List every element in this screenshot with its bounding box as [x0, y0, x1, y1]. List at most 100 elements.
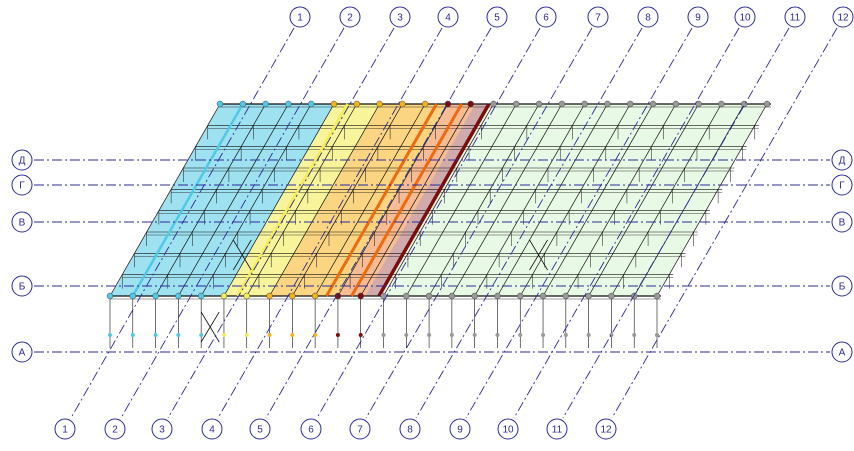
highlight-frame-0	[325, 103, 438, 297]
axis-bubble-left-5-circle	[11, 341, 33, 363]
axis-bubble-top-7-circle	[587, 6, 609, 28]
axis-bubble-bottom-8-label: 8	[407, 425, 413, 436]
axis-bubble-bottom-3-label: 3	[159, 425, 165, 436]
node-marker	[585, 292, 592, 300]
axis-bubble-top-1-label: 1	[297, 13, 303, 24]
axis-bubble-right-2: Г	[831, 174, 853, 196]
axis-bubble-bottom-1-circle	[54, 418, 76, 440]
base-marker	[335, 333, 340, 337]
axis-diagonal-2	[120, 27, 345, 419]
axis-bubble-right-5-label: А	[839, 348, 846, 359]
axis-bubble-left-1: Д	[11, 149, 33, 171]
axis-bubble-top-7-label: 7	[595, 13, 601, 24]
axis-bubble-bottom-3: 3	[151, 418, 173, 440]
axis-bubble-bottom-11-label: 11	[552, 425, 563, 436]
node-marker	[649, 100, 657, 108]
base-marker	[153, 333, 158, 337]
axis-bubble-left-3-label: В	[19, 218, 26, 229]
base-marker	[632, 333, 637, 337]
base-marker	[404, 333, 409, 337]
base-marker	[199, 333, 204, 337]
axis-bubble-top-9: 9	[687, 6, 709, 28]
axis-bubble-top-10-circle	[734, 6, 756, 28]
axis-bubble-right-1: Д	[831, 149, 853, 171]
frame-17	[497, 103, 608, 297]
axis-bubble-bottom-2-circle	[104, 418, 126, 440]
axis-diagonal-10	[513, 27, 740, 419]
axis-diagonal-12	[611, 27, 838, 419]
axis-bubble-top-10-label: 10	[739, 13, 751, 24]
axis-bubble-bottom-5-label: 5	[257, 425, 263, 436]
axis-bubble-top-4-circle	[437, 6, 459, 28]
base-marker	[427, 333, 432, 337]
cross-brace-2	[200, 311, 220, 343]
axis-bubble-bottom-7-circle	[349, 418, 371, 440]
frame-12	[383, 103, 494, 297]
axis-bubble-right-2-circle	[831, 174, 853, 196]
axis-bubble-top-4-label: 4	[445, 13, 451, 24]
node-marker	[513, 100, 520, 108]
cross-brace-0	[232, 239, 252, 271]
base-marker	[449, 333, 454, 337]
axis-bubble-top-1: 1	[289, 6, 311, 28]
base-marker	[541, 333, 546, 337]
axis-diagonal-5	[265, 27, 492, 419]
frame-10	[337, 103, 449, 297]
base-marker	[290, 333, 295, 337]
axis-bubble-top-2: 2	[339, 6, 361, 28]
base-marker	[267, 333, 272, 337]
base-marker	[495, 333, 500, 337]
axis-bubble-bottom-2-label: 2	[112, 425, 118, 436]
axis-bubble-bottom-4-circle	[201, 418, 223, 440]
zone-6	[378, 104, 767, 296]
node-marker	[175, 292, 182, 300]
node-marker	[425, 292, 433, 300]
axis-diagonal-3	[167, 27, 395, 419]
node-marker	[695, 100, 702, 108]
node-marker	[376, 100, 383, 108]
node-marker	[239, 100, 247, 108]
axis-bubble-left-5: А	[11, 341, 33, 363]
axis-bubble-top-8-circle	[637, 6, 659, 28]
node-marker	[471, 292, 478, 300]
base-marker	[655, 333, 659, 337]
axis-bubble-bottom-6-circle	[300, 418, 322, 440]
axis-diagonal-1	[70, 27, 295, 419]
axis-diagonal-11	[562, 27, 790, 419]
base-marker	[518, 333, 523, 337]
axis-bubble-right-3-label: В	[839, 218, 846, 229]
base-marker	[472, 333, 477, 337]
node-marker	[604, 100, 611, 108]
axis-bubble-bottom-2: 2	[104, 418, 126, 440]
axis-bubble-bottom-12-circle	[595, 418, 617, 440]
axis-bubble-top-8: 8	[637, 6, 659, 28]
frame-14	[428, 103, 540, 297]
axis-bubble-bottom-5: 5	[249, 418, 271, 440]
base-marker	[176, 333, 181, 337]
axis-bubble-left-2-circle	[11, 174, 33, 196]
axis-bubble-left-1-circle	[11, 149, 33, 171]
node-marker	[106, 292, 114, 300]
axis-bubble-bottom-10-label: 10	[502, 425, 514, 436]
axis-bubble-bottom-6: 6	[300, 418, 322, 440]
grid-axes	[34, 27, 838, 419]
node-marker	[307, 100, 315, 108]
node-marker	[311, 292, 319, 300]
axis-bubble-top-3-circle	[389, 6, 411, 28]
axis-bubble-top-11-circle	[784, 6, 806, 28]
axis-bubble-right-4-circle	[831, 275, 853, 297]
node-marker	[494, 292, 501, 300]
axis-bubble-left-1-label: Д	[19, 156, 26, 167]
axis-bubble-right-1-label: Д	[839, 156, 846, 167]
node-marker	[152, 292, 159, 300]
axis-diagonal-7	[365, 27, 593, 419]
node-marker	[539, 292, 547, 300]
frame-3	[178, 103, 289, 297]
base-marker	[563, 333, 568, 337]
axis-bubble-bottom-8-circle	[399, 418, 421, 440]
node-marker	[262, 100, 269, 108]
frame-0	[109, 103, 221, 297]
axis-bubble-right-2-label: Г	[839, 181, 845, 192]
